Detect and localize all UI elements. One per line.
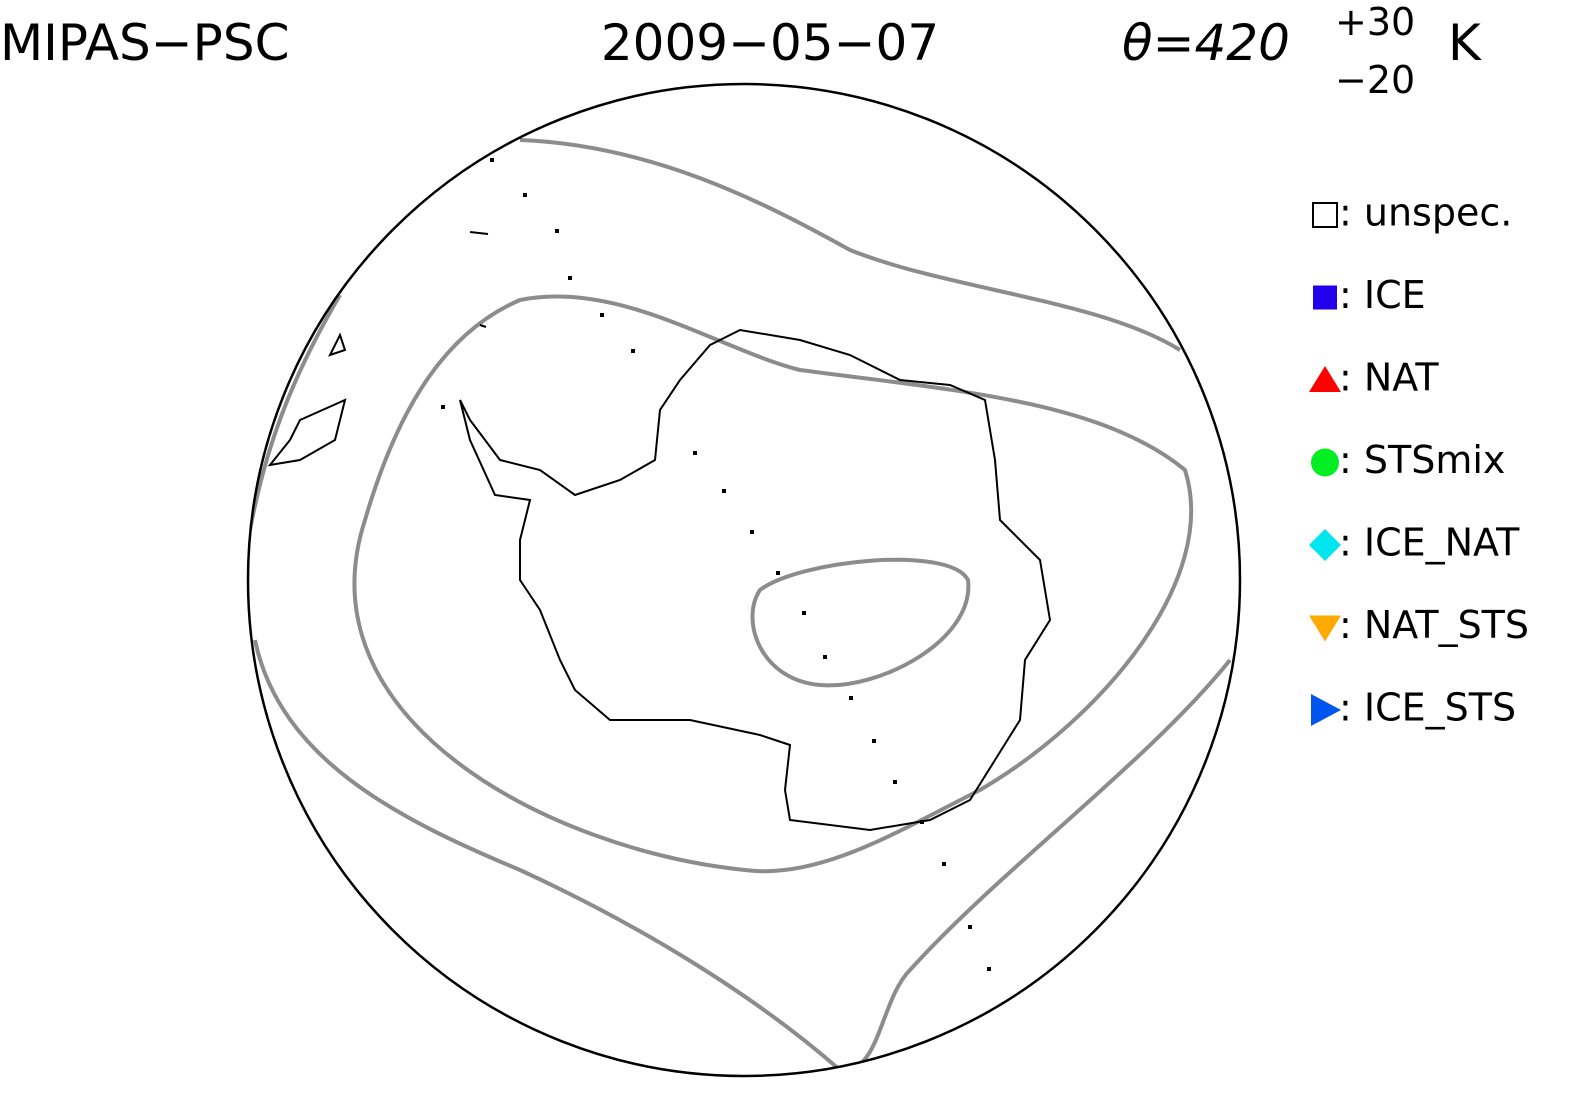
coastline xyxy=(459,328,1052,832)
contour xyxy=(253,639,1232,1073)
legend-symbol xyxy=(1312,202,1338,228)
theta-label: θ=420 xyxy=(1122,14,1290,72)
legend-symbol xyxy=(1311,448,1339,477)
theta-lower: −20 xyxy=(1335,58,1415,102)
contour xyxy=(750,557,971,688)
legend-label: : ICE xyxy=(1339,273,1426,317)
theta-upper: +30 xyxy=(1335,0,1415,44)
legend-label: : ICE_STS xyxy=(1339,686,1516,730)
legend-label: : NAT xyxy=(1339,356,1439,400)
contour xyxy=(248,293,342,531)
measurement-points xyxy=(441,158,991,971)
instrument-title: MIPAS−PSC xyxy=(0,14,289,72)
legend-symbol xyxy=(1311,694,1341,726)
contour xyxy=(352,294,1193,874)
legend-label: : ICE_NAT xyxy=(1339,521,1520,565)
legend-symbol xyxy=(1313,285,1337,310)
date-title: 2009−05−07 xyxy=(601,14,939,72)
legend-label: : NAT_STS xyxy=(1339,603,1529,647)
theta-unit: K xyxy=(1448,14,1482,72)
coastline xyxy=(267,231,489,467)
legend-label: : STSmix xyxy=(1339,438,1505,482)
map-border xyxy=(246,82,1242,1078)
legend-label: : unspec. xyxy=(1339,191,1512,235)
legend: : unspec. : ICE : NAT : STSmix : ICE_NAT : NA… xyxy=(1309,191,1529,730)
contour xyxy=(519,138,1182,352)
legend-symbol xyxy=(1309,366,1341,392)
legend-symbol xyxy=(1309,615,1341,642)
legend-symbol xyxy=(1309,529,1341,561)
map-content xyxy=(248,138,1232,1073)
